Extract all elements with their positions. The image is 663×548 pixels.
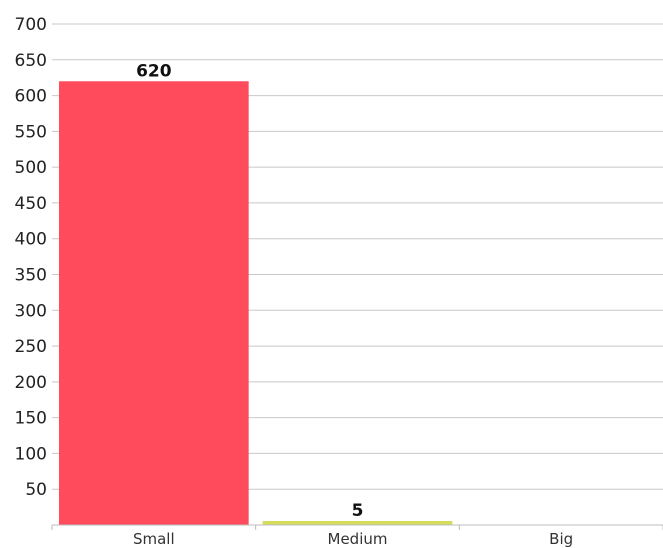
y-tick-label: 300 (15, 301, 47, 321)
bar-small (59, 81, 249, 525)
y-tick-label: 50 (25, 480, 47, 500)
x-tick-label-big: Big (549, 530, 573, 548)
y-tick-label: 200 (15, 373, 47, 393)
bar-medium (262, 521, 453, 525)
y-tick-label: 400 (15, 230, 47, 250)
y-tick-label: 650 (15, 51, 47, 71)
x-tick-label-medium: Medium (328, 530, 388, 548)
x-axis: Small Medium Big (51, 524, 663, 548)
y-tick-label: 550 (15, 122, 47, 142)
y-tick-label: 700 (15, 15, 47, 35)
data-labels: 620 5 (136, 61, 363, 521)
y-tick-label: 250 (15, 337, 47, 357)
y-axis-tick-labels: 50 100 150 200 250 300 350 400 450 500 550 600 650 70… (15, 15, 47, 500)
y-tick-label: 600 (15, 87, 47, 107)
data-label-medium: 5 (352, 501, 364, 521)
data-label-small: 620 (136, 61, 172, 81)
bars (59, 81, 453, 525)
y-tick-label: 100 (15, 444, 47, 464)
y-tick-label: 500 (15, 158, 47, 178)
y-tick-label: 450 (15, 194, 47, 214)
y-tick-label: 150 (15, 409, 47, 429)
x-tick-label-small: Small (133, 530, 175, 548)
y-tick-label: 350 (15, 266, 47, 286)
